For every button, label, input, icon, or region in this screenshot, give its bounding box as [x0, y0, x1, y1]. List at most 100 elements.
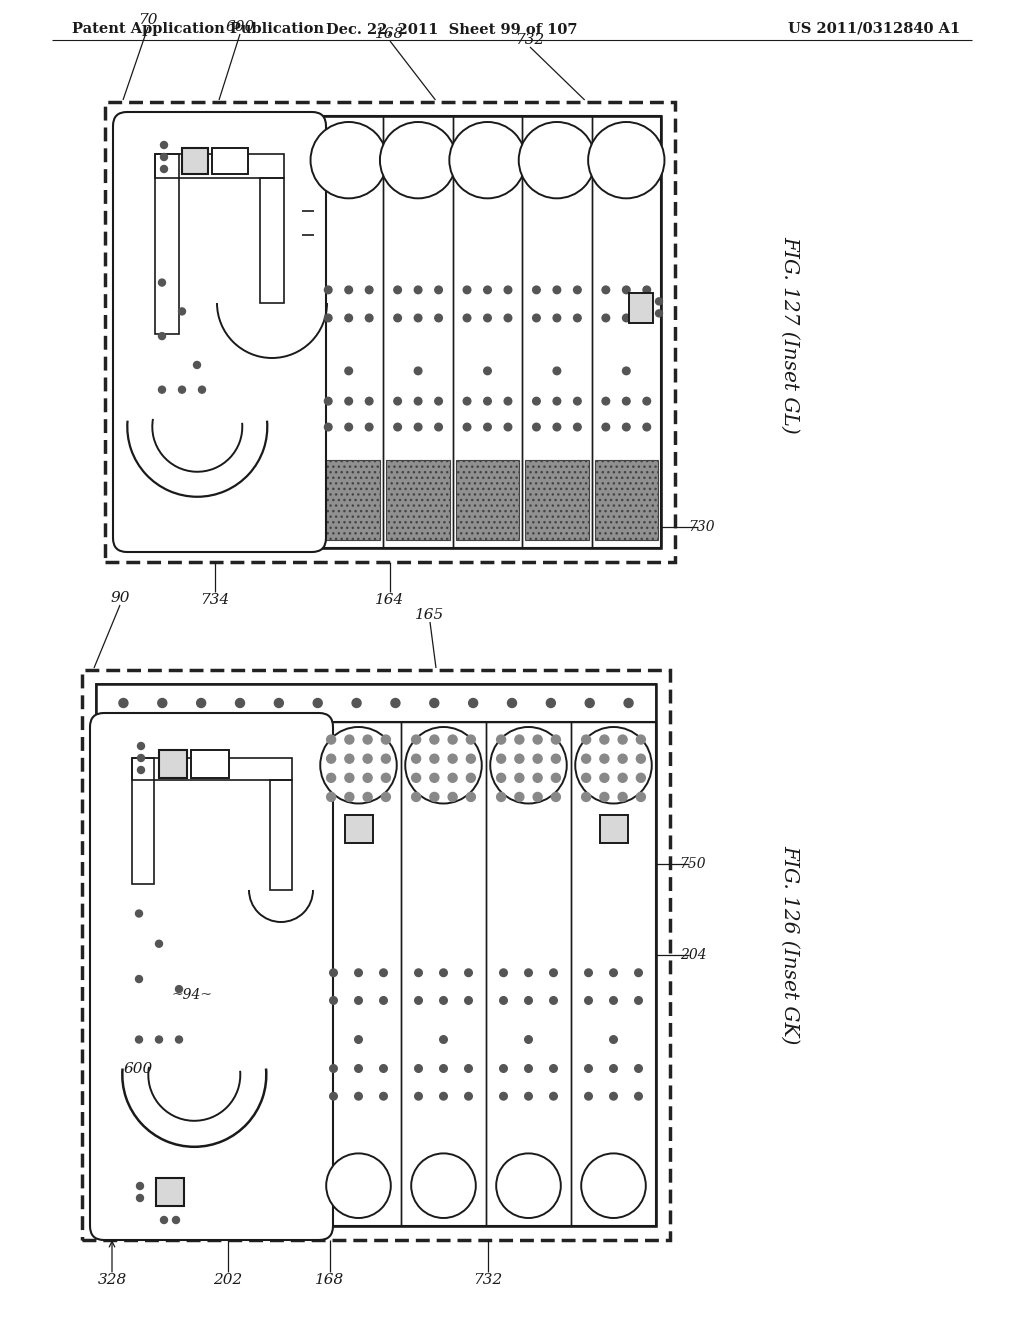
Circle shape	[380, 1065, 387, 1072]
Text: 168: 168	[376, 26, 404, 41]
Circle shape	[381, 774, 390, 783]
Text: 732: 732	[473, 1272, 503, 1287]
Circle shape	[236, 698, 245, 708]
Circle shape	[524, 997, 532, 1005]
Circle shape	[636, 735, 645, 744]
Circle shape	[497, 792, 506, 801]
Circle shape	[415, 1093, 422, 1100]
Circle shape	[655, 298, 663, 305]
Circle shape	[449, 792, 457, 801]
Circle shape	[600, 754, 609, 763]
Circle shape	[345, 754, 354, 763]
Circle shape	[465, 969, 472, 977]
Circle shape	[551, 774, 560, 783]
Circle shape	[161, 141, 168, 149]
Circle shape	[553, 314, 561, 322]
Circle shape	[327, 774, 336, 783]
Circle shape	[366, 314, 373, 322]
Circle shape	[609, 1036, 617, 1043]
Circle shape	[354, 1093, 362, 1100]
Text: 734: 734	[201, 593, 229, 607]
Circle shape	[602, 424, 609, 430]
Text: Patent Application Publication: Patent Application Publication	[72, 22, 324, 36]
Circle shape	[515, 792, 524, 801]
Bar	[592, 116, 662, 548]
Circle shape	[158, 698, 167, 708]
Circle shape	[161, 165, 168, 173]
Circle shape	[159, 387, 166, 393]
Circle shape	[321, 727, 396, 804]
Circle shape	[618, 735, 627, 744]
Circle shape	[345, 792, 354, 801]
Circle shape	[585, 1065, 592, 1072]
Circle shape	[550, 1093, 557, 1100]
Circle shape	[551, 735, 560, 744]
Circle shape	[156, 1036, 163, 1043]
Circle shape	[466, 754, 475, 763]
Circle shape	[135, 1036, 142, 1043]
Circle shape	[624, 698, 633, 708]
FancyBboxPatch shape	[113, 112, 326, 552]
Circle shape	[466, 735, 475, 744]
Circle shape	[504, 424, 512, 430]
Circle shape	[515, 754, 524, 763]
Circle shape	[415, 286, 422, 293]
Bar	[383, 116, 453, 548]
Circle shape	[500, 997, 507, 1005]
Circle shape	[354, 1065, 362, 1072]
Circle shape	[623, 424, 630, 430]
Circle shape	[345, 314, 352, 322]
Circle shape	[366, 424, 373, 430]
Bar	[260, 178, 284, 304]
Bar	[317, 461, 380, 540]
Circle shape	[600, 735, 609, 744]
Circle shape	[430, 754, 439, 763]
Circle shape	[345, 735, 354, 744]
Circle shape	[636, 754, 645, 763]
Text: 70: 70	[138, 13, 158, 26]
Circle shape	[573, 314, 582, 322]
Bar	[629, 293, 653, 323]
Circle shape	[364, 774, 372, 783]
Circle shape	[137, 742, 144, 750]
Circle shape	[500, 969, 507, 977]
Circle shape	[618, 754, 627, 763]
Circle shape	[172, 1217, 179, 1224]
Circle shape	[364, 754, 372, 763]
Circle shape	[439, 1093, 447, 1100]
Bar	[599, 814, 628, 842]
Circle shape	[524, 969, 532, 977]
Circle shape	[532, 397, 541, 405]
Bar	[156, 1177, 184, 1206]
Bar	[571, 722, 656, 1226]
Circle shape	[366, 397, 373, 405]
Circle shape	[380, 997, 387, 1005]
Circle shape	[532, 314, 541, 322]
Circle shape	[551, 792, 560, 801]
Circle shape	[497, 735, 506, 744]
Text: US 2011/0312840 A1: US 2011/0312840 A1	[787, 22, 961, 36]
Circle shape	[325, 286, 332, 293]
Text: 165: 165	[416, 609, 444, 622]
Text: 204: 204	[680, 948, 707, 962]
Circle shape	[313, 698, 323, 708]
Circle shape	[415, 997, 422, 1005]
Bar	[155, 154, 284, 178]
Circle shape	[178, 308, 185, 315]
Circle shape	[585, 997, 592, 1005]
Circle shape	[415, 1065, 422, 1072]
Bar	[453, 116, 522, 548]
Circle shape	[508, 698, 516, 708]
Circle shape	[345, 774, 354, 783]
Bar	[314, 116, 383, 548]
Circle shape	[137, 767, 144, 774]
Text: FIG. 126 (Inset GK): FIG. 126 (Inset GK)	[780, 845, 800, 1044]
Circle shape	[534, 792, 542, 801]
Circle shape	[623, 314, 630, 322]
Circle shape	[550, 997, 557, 1005]
Circle shape	[325, 314, 332, 322]
Circle shape	[465, 997, 472, 1005]
Circle shape	[178, 387, 185, 393]
Circle shape	[327, 735, 336, 744]
Circle shape	[534, 774, 542, 783]
